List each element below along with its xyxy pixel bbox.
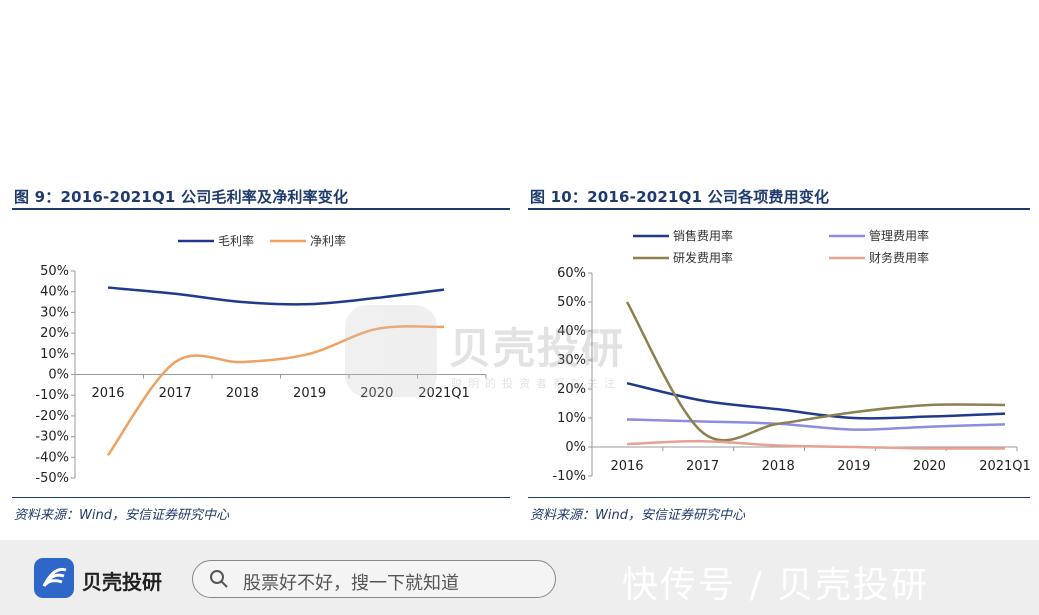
chart1-ytick-label: 30%: [40, 305, 69, 320]
chart1-ytick-label: -40%: [35, 450, 69, 465]
chart1-xtick-label: 2021Q1: [418, 386, 470, 401]
chart1-ytick-label: -10%: [35, 388, 69, 403]
chart2-ytick-label: 0%: [565, 440, 586, 455]
chart2-svg: 60% 50% 40% 30% 20% 10% 0% -10% 2016 2017 2018 2019…: [552, 228, 1031, 484]
channel-credit: 快传号 / 贝壳投研: [622, 565, 930, 606]
chart1-ytick-label: 20%: [40, 326, 69, 341]
chart2-ytick-label: 60%: [557, 266, 586, 281]
chart2-ytick-label: 30%: [557, 353, 586, 368]
chart1-xtick-label: 2020: [360, 386, 393, 401]
chart1-xtick-label: 2018: [226, 386, 259, 401]
chart2-legend-label-3: 财务费用率: [869, 250, 929, 265]
chart1-ytick-label: 40%: [40, 285, 69, 300]
chart2-legend-label-1: 管理费用率: [869, 228, 929, 243]
chart1-xtick-label: 2019: [293, 386, 326, 401]
chart1-ytick-label: 50%: [40, 264, 69, 279]
chart1-ytick-label: -50%: [35, 471, 69, 486]
chart1-ytick-label: 10%: [40, 347, 69, 362]
chart2-ytick-label: 20%: [557, 382, 586, 397]
chart2-xtick-label: 2020: [913, 459, 946, 474]
chart2-legend-label-2: 研发费用率: [673, 250, 733, 265]
chart2-legend-label-0: 销售费用率: [673, 228, 733, 243]
chart2-xtick-label: 2017: [686, 459, 719, 474]
chart1-legend-label-1: 净利率: [310, 233, 346, 248]
search-box[interactable]: 股票好不好，搜一下就知道: [192, 560, 556, 598]
chart2-xtick-label: 2016: [610, 459, 643, 474]
brand-name[interactable]: 贝壳投研: [82, 570, 162, 594]
chart1-xtick-label: 2016: [91, 386, 124, 401]
chart1-series-line-0: [107, 286, 445, 306]
search-placeholder: 股票好不好，搜一下就知道: [243, 573, 459, 594]
chart2-bottom-rule: [528, 497, 1030, 498]
chart2-series-line-2: [625, 301, 1006, 442]
chart2-xtick-label: 2021Q1: [979, 459, 1031, 474]
chart1-ytick-label: 0%: [48, 368, 69, 383]
watermark: 贝壳投研 聪明的投资者都在关注: [345, 305, 645, 405]
chart2-title: 图 10：2016-2021Q1 公司各项费用变化: [530, 188, 830, 206]
chart1-series-line-1: [106, 325, 445, 456]
chart2-source: 资料来源：Wind，安信证券研究中心: [530, 508, 745, 523]
chart2-ytick-label: 10%: [557, 411, 586, 426]
chart2-top-rule: [528, 208, 1030, 210]
search-icon: [210, 570, 228, 588]
chart1-top-rule: [12, 208, 510, 210]
chart2-series-line-3: [626, 439, 1006, 450]
chart1-xtick-label: 2017: [159, 386, 192, 401]
chart1-source: 资料来源：Wind，安信证券研究中心: [14, 508, 229, 523]
bottom-bar: 贝壳投研 股票好不好，搜一下就知道 快传号 / 贝壳投研: [0, 540, 1039, 615]
chart2-xtick-label: 2019: [837, 459, 870, 474]
brand-logo-icon[interactable]: [34, 558, 74, 598]
chart2-series-line-0: [626, 381, 1006, 420]
chart1-legend-label-0: 毛利率: [218, 233, 254, 248]
chart2-series-line-1: [626, 418, 1006, 431]
chart1-bottom-rule: [12, 497, 510, 498]
chart1-title: 图 9：2016-2021Q1 公司毛利率及净利率变化: [14, 188, 349, 206]
chart2-ytick-label: 40%: [557, 324, 586, 339]
chart1-ytick-label: -30%: [35, 430, 69, 445]
chart2-ytick-label: -10%: [552, 469, 586, 484]
watermark-name: 贝壳投研: [449, 324, 626, 373]
chart1-ytick-label: -20%: [35, 409, 69, 424]
chart2-ytick-label: 50%: [557, 295, 586, 310]
chart1-svg: 50% 40% 30% 20% 10% 0% -10% -20% -30% -40% -50% 201…: [35, 233, 487, 486]
watermark-slogan: 聪明的投资者都在关注: [451, 377, 621, 390]
watermark-logo-icon: [345, 305, 437, 397]
chart2-xtick-label: 2018: [762, 459, 795, 474]
